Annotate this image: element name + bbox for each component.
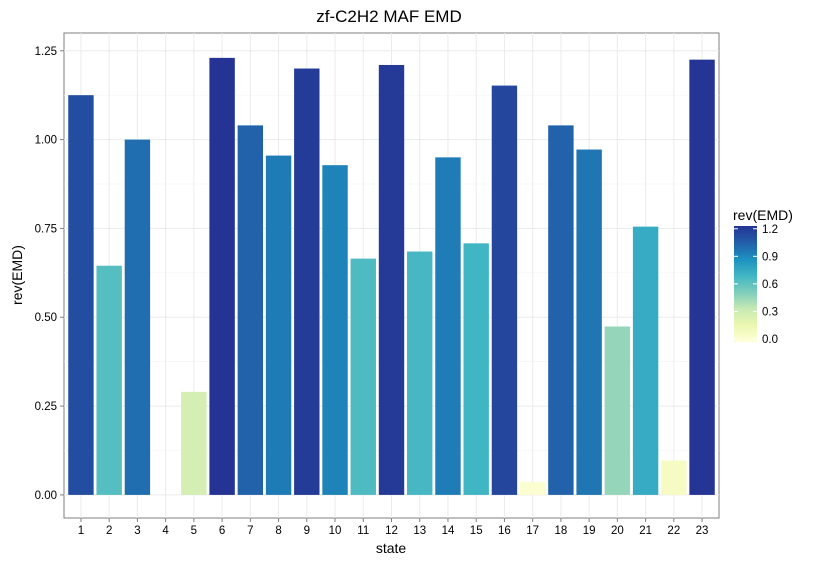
x-tick-label: 22 <box>667 525 680 537</box>
y-tick-label: 0.50 <box>35 312 57 324</box>
plot-panel <box>63 32 720 519</box>
bar <box>604 326 631 495</box>
bar <box>661 460 687 495</box>
y-tick-label: 0.00 <box>35 490 57 502</box>
chart-title: zf-C2H2 MAF EMD <box>316 7 461 26</box>
bar <box>378 64 405 495</box>
bar <box>576 149 602 495</box>
x-tick-label: 11 <box>357 525 369 537</box>
x-tick-label: 13 <box>413 525 426 537</box>
y-axis-label: rev(EMD) <box>9 245 25 305</box>
x-tick-label: 7 <box>247 525 253 537</box>
legend-tick-label: 0.6 <box>762 279 778 291</box>
x-tick-label: 9 <box>304 525 310 537</box>
x-tick-label: 2 <box>106 525 112 537</box>
x-tick-label: 14 <box>442 525 455 537</box>
x-axis: 1 2 3 4 5 6 7 8 9 10 11 12 13 14 15 16 17 18 19 20 21 22 23 <box>78 518 709 537</box>
bar <box>435 157 461 495</box>
bar <box>96 265 122 495</box>
x-tick-label: 3 <box>134 525 140 537</box>
x-tick-label: 5 <box>191 525 197 537</box>
bar <box>124 139 151 495</box>
bar <box>491 85 518 495</box>
x-tick-label: 20 <box>611 525 624 537</box>
bar <box>209 57 235 495</box>
x-tick-label: 21 <box>639 525 652 537</box>
x-tick-label: 6 <box>219 525 225 537</box>
bar <box>519 482 546 495</box>
legend-title: rev(EMD) <box>733 207 793 223</box>
x-tick-label: 15 <box>470 525 483 537</box>
x-tick-label: 4 <box>162 525 169 537</box>
bar <box>265 155 292 495</box>
y-axis: 0.00 0.25 0.50 0.75 1.00 1.25 <box>35 46 64 502</box>
legend-colorbar <box>734 226 757 342</box>
bar <box>237 125 264 495</box>
x-tick-label: 10 <box>329 525 342 537</box>
y-tick-label: 1.25 <box>35 46 57 58</box>
bar <box>181 391 207 495</box>
bar <box>294 68 320 495</box>
x-tick-label: 12 <box>385 525 398 537</box>
x-tick-label: 23 <box>696 525 709 537</box>
bar <box>689 59 715 495</box>
bar <box>463 243 489 495</box>
x-tick-label: 1 <box>78 525 84 537</box>
x-axis-label: state <box>376 540 407 556</box>
y-tick-label: 1.00 <box>35 135 57 147</box>
x-tick-label: 18 <box>554 525 567 537</box>
legend-tick-label: 1.2 <box>762 224 778 236</box>
legend-tick-label: 0.9 <box>762 251 778 263</box>
x-tick-label: 19 <box>583 525 596 537</box>
x-tick-label: 8 <box>275 525 281 537</box>
bar <box>632 226 659 495</box>
bar <box>407 251 433 495</box>
x-tick-label: 17 <box>526 525 539 537</box>
y-tick-label: 0.25 <box>35 401 57 413</box>
legend: rev(EMD) 0.0 0.3 0.6 0.9 1.2 <box>733 207 793 346</box>
bar <box>322 165 348 495</box>
bar <box>350 258 376 495</box>
y-tick-label: 0.75 <box>35 223 57 235</box>
bar <box>68 95 94 495</box>
x-tick-label: 16 <box>498 525 511 537</box>
legend-tick-label: 0.3 <box>762 306 778 318</box>
legend-tick-label: 0.0 <box>762 334 778 346</box>
bar <box>548 125 574 495</box>
